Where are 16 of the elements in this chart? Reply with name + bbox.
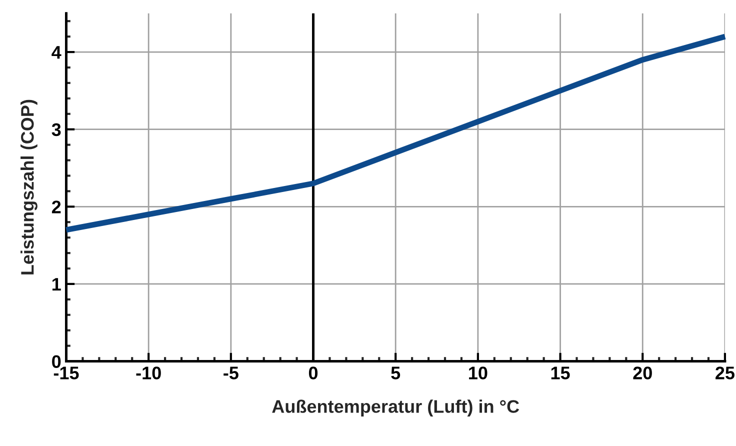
x-tick-label: 20 bbox=[633, 366, 652, 380]
y-tick-label: 1 bbox=[52, 278, 61, 290]
y-tick-label: 3 bbox=[52, 123, 61, 136]
x-tick-label: 25 bbox=[716, 366, 734, 380]
y-tick-label: 4 bbox=[52, 46, 62, 59]
x-tick-label: 10 bbox=[469, 366, 488, 380]
y-axis-title: Leistungszahl (COP) bbox=[20, 100, 38, 274]
x-tick-label: -5 bbox=[224, 366, 238, 380]
x-tick-label: -10 bbox=[136, 366, 161, 380]
x-tick-label: -15 bbox=[54, 366, 79, 380]
x-tick-label: 0 bbox=[308, 366, 318, 380]
x-tick-label: 15 bbox=[551, 366, 570, 380]
y-tick-label: 2 bbox=[52, 200, 61, 214]
x-tick-label: 5 bbox=[391, 366, 400, 380]
y-tick-label: 0 bbox=[52, 355, 61, 368]
x-axis-title: Außentemperatur (Luft) in °C bbox=[272, 400, 520, 416]
